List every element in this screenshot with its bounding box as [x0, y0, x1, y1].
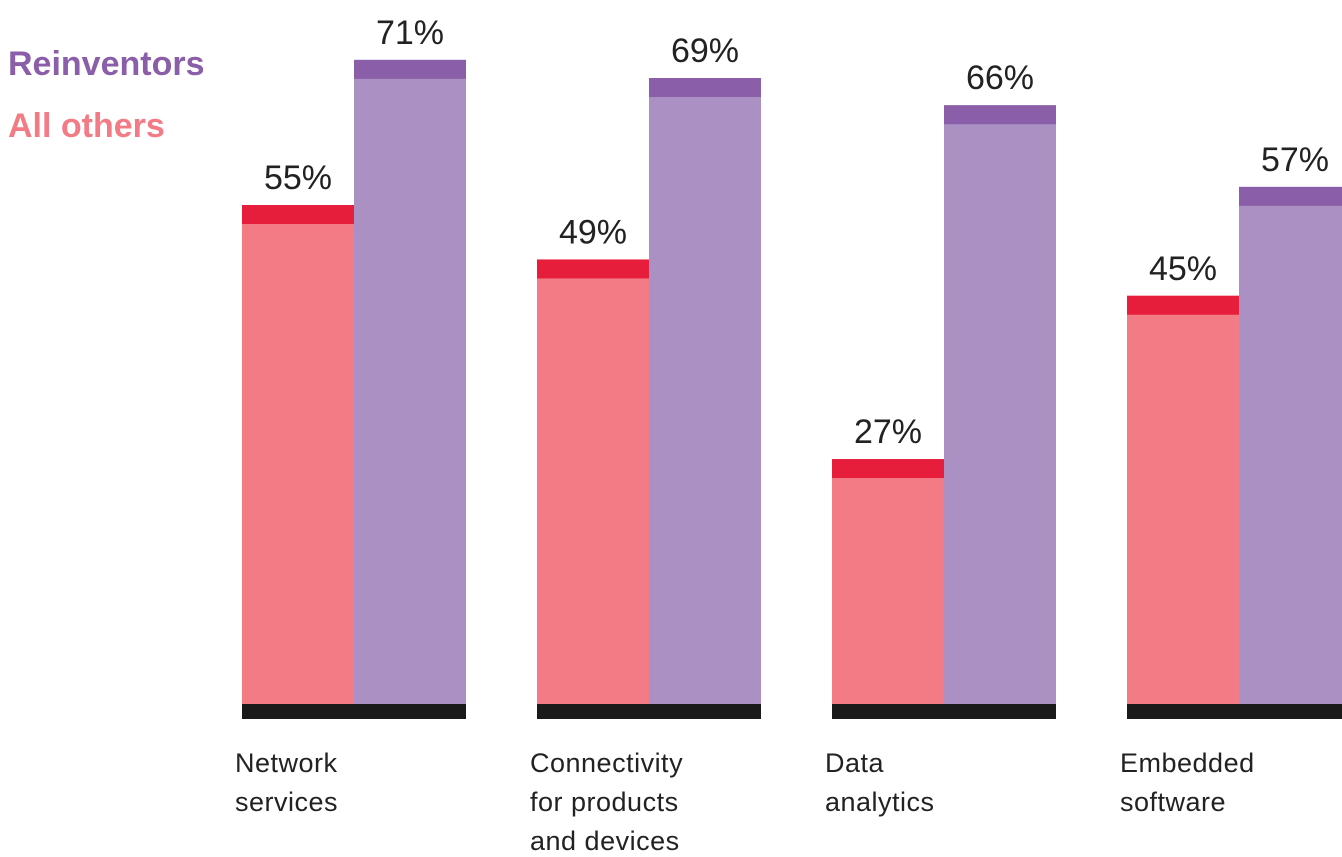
bar [1127, 295, 1239, 704]
value-label: 49% [559, 213, 627, 251]
baseline [242, 704, 466, 719]
legend-entry: All others [8, 107, 165, 145]
bar [537, 259, 649, 704]
bar [354, 59, 466, 705]
value-label: 57% [1261, 141, 1329, 179]
legend-entry: Reinventors [8, 45, 205, 83]
bar-cap [1239, 186, 1342, 206]
value-label: 69% [671, 32, 739, 70]
category-label: Connectivity for products and devices [530, 748, 684, 856]
bar-cap [649, 78, 761, 98]
value-label: 55% [264, 159, 332, 197]
bar-cap [537, 259, 649, 279]
bar-cap [944, 105, 1056, 125]
bar-cap [354, 59, 466, 79]
baseline [1127, 704, 1342, 719]
bar-cap [832, 459, 944, 479]
category-label: Embedded software [1120, 748, 1255, 817]
value-label: 45% [1149, 250, 1217, 288]
bar [944, 105, 1056, 704]
bar [242, 205, 354, 704]
baseline [537, 704, 761, 719]
value-label: 71% [376, 14, 444, 52]
bar [1239, 186, 1342, 704]
value-label: 66% [966, 59, 1034, 97]
baseline [832, 704, 1056, 719]
bar [649, 78, 761, 704]
bar-cap [242, 205, 354, 225]
value-label: 27% [854, 413, 922, 451]
bar [832, 459, 944, 704]
category-label: Data analytics [825, 748, 935, 817]
bar-cap [1127, 295, 1239, 315]
category-label: Network services [235, 748, 339, 817]
